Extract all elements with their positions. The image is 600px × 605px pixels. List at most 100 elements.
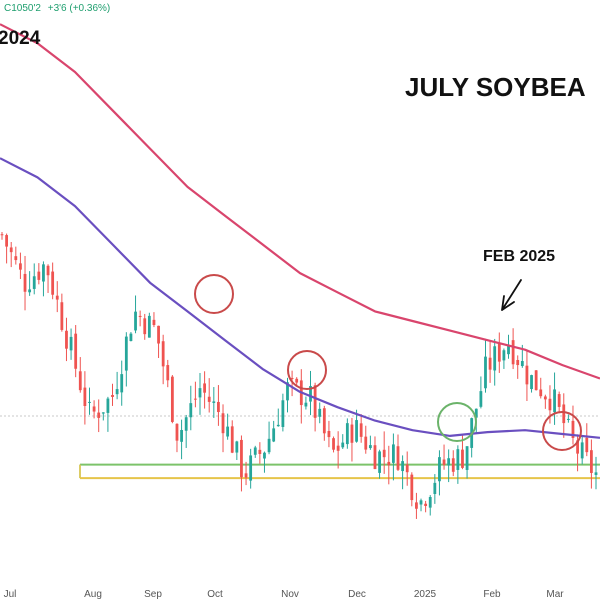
- moving-averages-layer: [0, 23, 600, 439]
- ma-short-line: [0, 157, 600, 439]
- candle-body: [152, 319, 156, 326]
- candle-body: [571, 420, 575, 438]
- candle-body: [46, 265, 50, 276]
- candle-body: [419, 500, 423, 505]
- highlight-circles-layer: [194, 274, 582, 451]
- candle-body: [51, 271, 55, 295]
- support-lines-layer: [79, 463, 600, 480]
- highlight-circle-nov: [287, 350, 327, 390]
- candle-body: [221, 413, 225, 434]
- candle-body: [212, 401, 216, 403]
- highlight-circle-jan: [437, 402, 477, 442]
- candle-body: [129, 333, 133, 342]
- candle-body: [258, 449, 262, 454]
- candle-body: [111, 394, 114, 397]
- candle-body: [378, 451, 381, 473]
- candle-body: [359, 423, 363, 437]
- candle-body: [286, 382, 289, 401]
- candle-body: [9, 247, 13, 253]
- candle-body: [170, 376, 174, 422]
- x-tick-label: Jul: [4, 589, 17, 600]
- candle-body: [428, 497, 432, 508]
- candle-body: [69, 336, 73, 351]
- candle-body: [230, 426, 234, 453]
- candle-body: [322, 408, 326, 434]
- candle-body: [594, 472, 598, 475]
- candle-body: [28, 289, 32, 293]
- candle-body: [175, 423, 179, 441]
- candle-body: [143, 318, 147, 335]
- x-tick-label: Mar: [546, 589, 564, 600]
- x-tick-label: 2025: [414, 589, 437, 600]
- candle-body: [42, 264, 45, 282]
- candle-body: [461, 449, 464, 468]
- candle-body: [516, 359, 520, 366]
- candle-body: [405, 464, 409, 473]
- candle-body: [488, 357, 492, 370]
- candle-body: [562, 404, 566, 424]
- candle-body: [474, 408, 478, 418]
- candle-body: [120, 374, 124, 393]
- candle-body: [373, 445, 377, 470]
- candle-body: [341, 442, 345, 448]
- candle-body: [23, 273, 27, 292]
- candle-body: [447, 458, 451, 466]
- candle-body: [207, 396, 211, 402]
- x-tick-label: Dec: [348, 589, 366, 600]
- candle-body: [272, 428, 276, 442]
- candles-layer: [0, 232, 598, 519]
- x-tick-label: Sep: [144, 589, 162, 600]
- annotation-label: FEB 2025: [483, 248, 556, 265]
- candle-body: [97, 412, 101, 418]
- candle-body: [479, 391, 483, 407]
- candle-body: [295, 378, 299, 383]
- candle-body: [101, 412, 105, 414]
- candle-body: [525, 365, 529, 385]
- candle-body: [507, 344, 510, 355]
- x-tick-label: Oct: [207, 589, 223, 600]
- candle-body: [32, 276, 36, 289]
- candle-body: [396, 446, 400, 470]
- candle-body: [147, 315, 151, 338]
- candle-body: [313, 385, 317, 418]
- candle-body: [60, 302, 64, 330]
- candle-body: [198, 388, 202, 398]
- candle-body: [318, 408, 322, 417]
- candle-body: [345, 423, 349, 445]
- candle-body: [511, 340, 515, 365]
- candle-body: [387, 461, 391, 466]
- candle-body: [350, 424, 354, 443]
- candle-body: [267, 438, 271, 453]
- x-tick-label: Nov: [281, 589, 299, 600]
- candle-body: [217, 401, 220, 413]
- candle-body: [424, 503, 428, 506]
- candle-body: [557, 394, 561, 407]
- candle-body: [78, 371, 82, 391]
- candle-body: [115, 389, 119, 395]
- candle-body: [364, 436, 368, 450]
- ohlc-change: +3'6 (+0.36%): [47, 3, 111, 14]
- candle-body: [539, 389, 543, 397]
- ma-long-line: [0, 23, 600, 380]
- candle-body: [415, 502, 418, 509]
- candle-body: [74, 333, 78, 369]
- highlight-circle-oct: [194, 274, 234, 314]
- candle-body: [534, 370, 538, 391]
- candle-body: [520, 361, 524, 367]
- x-tick-label: Feb: [483, 589, 501, 600]
- year-label: 2024: [0, 28, 41, 49]
- candle-body: [585, 437, 589, 453]
- candle-body: [180, 429, 183, 442]
- candle-body: [391, 444, 395, 463]
- candle-body: [88, 401, 91, 403]
- candle-body: [14, 256, 18, 261]
- candle-body: [304, 402, 308, 407]
- candle-body: [226, 426, 230, 437]
- candle-body: [566, 418, 570, 420]
- candle-body: [580, 442, 584, 459]
- highlight-circle-mar: [542, 411, 582, 451]
- candle-body: [244, 473, 248, 478]
- candle-body: [442, 459, 446, 465]
